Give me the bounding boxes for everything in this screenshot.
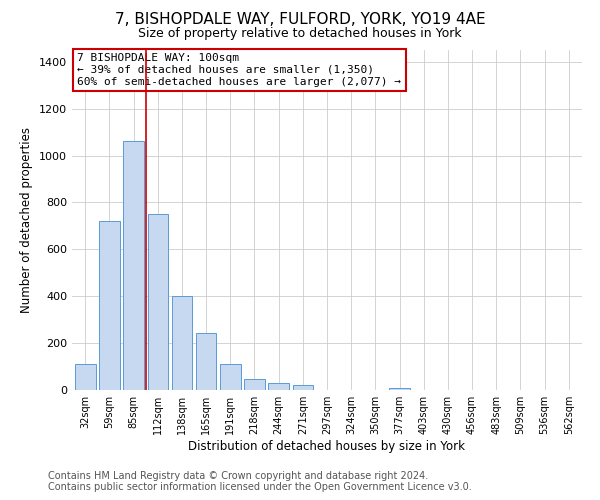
Bar <box>75 364 95 390</box>
Bar <box>268 384 289 390</box>
Bar <box>124 142 144 390</box>
Bar <box>148 214 168 390</box>
Text: Size of property relative to detached houses in York: Size of property relative to detached ho… <box>138 28 462 40</box>
Text: 7, BISHOPDALE WAY, FULFORD, YORK, YO19 4AE: 7, BISHOPDALE WAY, FULFORD, YORK, YO19 4… <box>115 12 485 28</box>
Bar <box>99 221 120 390</box>
X-axis label: Distribution of detached houses by size in York: Distribution of detached houses by size … <box>188 440 466 453</box>
Bar <box>172 296 192 390</box>
Bar <box>220 364 241 390</box>
Bar <box>244 378 265 390</box>
Y-axis label: Number of detached properties: Number of detached properties <box>20 127 34 313</box>
Bar <box>293 385 313 390</box>
Text: Contains HM Land Registry data © Crown copyright and database right 2024.
Contai: Contains HM Land Registry data © Crown c… <box>48 471 472 492</box>
Bar <box>389 388 410 390</box>
Text: 7 BISHOPDALE WAY: 100sqm
← 39% of detached houses are smaller (1,350)
60% of sem: 7 BISHOPDALE WAY: 100sqm ← 39% of detach… <box>77 54 401 86</box>
Bar <box>196 332 217 390</box>
